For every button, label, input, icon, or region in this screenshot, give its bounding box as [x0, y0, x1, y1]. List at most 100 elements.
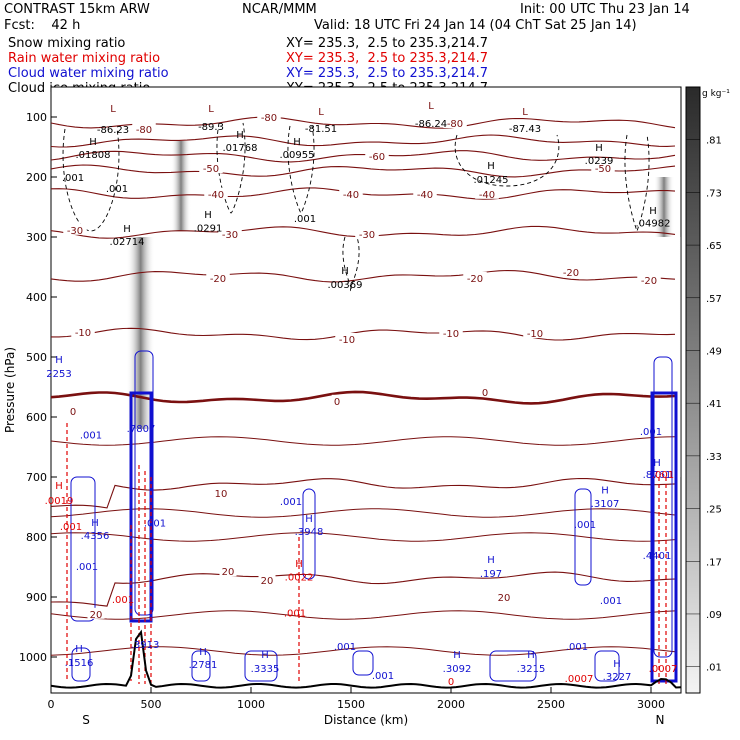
y-tick-label: 700	[26, 471, 47, 484]
x-tick-label: 2000	[437, 698, 465, 711]
isotherm-label-bg	[63, 223, 87, 235]
extremum-label: .01245	[474, 175, 509, 186]
isotherm-label-bg	[463, 271, 487, 283]
y-tick-label: 900	[26, 591, 47, 604]
x-tick-label: 1000	[237, 698, 265, 711]
snow-contour-2	[287, 125, 315, 214]
field-xy-snow: XY= 235.3, 2.5 to 235.3,214.7	[286, 36, 489, 51]
extremum-label: .00369	[328, 280, 363, 291]
extremum-label: H	[123, 224, 131, 235]
extremum-label: .001	[112, 595, 134, 606]
colorbar-tick-label: .65	[706, 241, 722, 252]
isotherm-label: -10	[339, 335, 355, 346]
isotherm-label-bg	[212, 487, 230, 499]
snow-contour-3	[454, 134, 560, 187]
x-tick-label: 500	[141, 698, 162, 711]
extremum-label: .0007	[565, 674, 594, 685]
isotherm--60	[51, 150, 676, 163]
extremum-label: .1516	[65, 658, 94, 669]
isotherm-0	[51, 390, 676, 405]
isotherm-label-bg	[206, 271, 230, 283]
extremum-label: .001	[144, 519, 166, 530]
cloud-water-core-1	[650, 391, 678, 683]
extremum-label: .001	[106, 184, 128, 195]
isotherm-label-bg	[495, 591, 513, 602]
colorbar	[685, 86, 701, 694]
cloud-water-contour-0	[134, 350, 154, 616]
isotherm-label: 0	[70, 407, 76, 418]
x-tick-label: 0	[48, 698, 55, 711]
isotherm-extra-2	[51, 532, 676, 542]
extremum-label: H	[75, 644, 83, 655]
isotherm-label: -80	[447, 119, 463, 130]
isotherm-label-bg	[439, 327, 463, 338]
extremum-label: H	[293, 137, 301, 148]
extremum-label: .001	[372, 671, 394, 682]
cloud-water-contour-8	[594, 650, 620, 682]
extremum-label: .001	[600, 596, 622, 607]
extremum-label: .001	[62, 173, 84, 184]
extremum-label: .001	[80, 430, 102, 441]
extremum-label: .4356	[81, 531, 110, 542]
isotherm-label: 20	[261, 576, 274, 587]
field-xy-cloud-water: XY= 235.3, 2.5 to 235.3,214.7	[286, 66, 489, 81]
extremum-label: L	[110, 104, 116, 115]
isotherm-label-bg	[523, 327, 547, 338]
extremum-label: H	[261, 650, 269, 661]
cloud-water-contour-9	[191, 650, 211, 682]
isotherm--10	[51, 327, 676, 341]
isotherm-label: -10	[443, 329, 459, 340]
extremum-label: .001	[566, 642, 588, 653]
isotherm-label: 0	[334, 397, 340, 408]
isotherm-label-bg	[355, 228, 379, 239]
snow-contour-0	[62, 128, 120, 232]
x-tick-label: 1500	[337, 698, 365, 711]
colorbar-tick-label: .09	[706, 610, 722, 621]
colorbar-tick-label: .41	[706, 399, 722, 410]
x-axis-title: Distance (km)	[324, 713, 408, 727]
cloud-water-contour-5	[244, 650, 278, 682]
isotherm-label-bg	[257, 111, 281, 122]
y-tick-label: 200	[26, 171, 47, 184]
extremum-label: -87.43	[509, 124, 541, 135]
extremum-label: H	[453, 650, 461, 661]
valid-time: Valid: 18 UTC Fri 24 Jan 14 (04 ChT Sat …	[314, 18, 637, 33]
isotherm-extra-3	[51, 610, 676, 620]
isotherm-label-bg	[413, 187, 437, 199]
extremum-label: .04982	[636, 219, 671, 230]
isotherm-label-bg	[591, 162, 615, 173]
extremum-label: H	[295, 559, 303, 570]
extremum-label: .001	[640, 427, 662, 438]
isotherm-label: -80	[261, 113, 277, 124]
extremum-label: H	[199, 647, 207, 658]
extremum-label: .0239	[585, 156, 614, 167]
center-label: NCAR/MMM	[242, 2, 317, 17]
isotherm--40	[51, 187, 676, 200]
colorbar-tick-label: .49	[706, 346, 722, 357]
extremum-label: L	[522, 107, 528, 118]
y-tick-label: 100	[26, 111, 47, 124]
isotherm-label-bg	[479, 385, 491, 397]
isotherm-label-bg	[218, 228, 242, 239]
extremum-label: L	[318, 107, 324, 118]
isotherm-label: -40	[343, 190, 359, 201]
isotherm-label: -40	[208, 190, 224, 201]
field-name-cloud-water: Cloud water mixing ratio	[8, 66, 169, 81]
isotherm-label: -50	[595, 164, 611, 175]
isotherm-label: -40	[479, 190, 495, 201]
extremum-label: .8761	[643, 470, 672, 481]
isotherm-label: -30	[359, 230, 375, 241]
extremum-label: H	[341, 266, 349, 277]
extremum-label: .02714	[110, 237, 145, 248]
extremum-label: .001	[76, 562, 98, 573]
cloud-water-contour-3	[574, 488, 592, 586]
isotherm-label: -60	[369, 152, 385, 163]
colorbar-tick-label: .81	[706, 136, 722, 147]
extremum-label: .001	[280, 497, 302, 508]
isotherm-label-bg	[132, 123, 156, 134]
extremum-label: .3913	[131, 640, 160, 651]
isotherm-20	[51, 571, 676, 607]
cloud-water-contour-2	[302, 488, 316, 580]
cloud-water-contour-4	[653, 356, 673, 658]
extremum-label: H	[204, 210, 212, 221]
